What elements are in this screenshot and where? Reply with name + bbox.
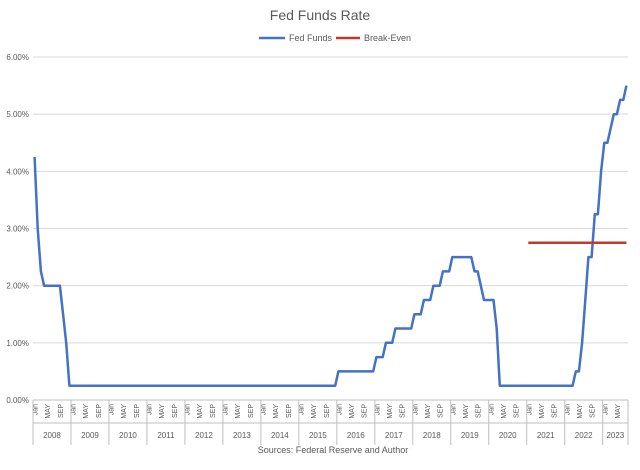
- x-month-tick-label: MAY: [235, 404, 242, 419]
- x-year-label: 2009: [81, 431, 99, 440]
- y-tick-label: 0.00%: [6, 396, 29, 405]
- x-year-label: 2015: [309, 431, 327, 440]
- x-month-tick-label: Jan: [33, 404, 40, 415]
- x-year-label: 2020: [499, 431, 517, 440]
- x-month-tick-label: MAY: [159, 404, 166, 419]
- x-month-tick-label: MAY: [387, 404, 394, 419]
- x-month-tick-label: Jan: [336, 404, 343, 415]
- x-year-label: 2014: [271, 431, 289, 440]
- x-month-tick-label: Jan: [147, 404, 154, 415]
- x-month-tick-label: Jan: [71, 404, 78, 415]
- x-month-tick-label: SEP: [248, 404, 255, 418]
- x-year-label: 2010: [119, 431, 137, 440]
- x-month-tick-label: Jan: [564, 404, 571, 415]
- x-month-tick-label: Jan: [374, 404, 381, 415]
- x-month-tick-label: SEP: [96, 404, 103, 418]
- x-year-label: 2008: [43, 431, 61, 440]
- x-month-tick-label: Jan: [261, 404, 268, 415]
- legend-label-break-even: Break-Even: [364, 33, 411, 43]
- x-month-tick-label: Jan: [488, 404, 495, 415]
- x-month-tick-label: SEP: [286, 404, 293, 418]
- x-year-label: 2012: [195, 431, 213, 440]
- y-tick-label: 2.00%: [6, 282, 29, 291]
- x-year-label: 2023: [606, 431, 624, 440]
- series-layer: [33, 85, 628, 387]
- x-month-tick-label: MAY: [501, 404, 508, 419]
- y-tick-label: 3.00%: [6, 225, 29, 234]
- x-year-label: 2018: [423, 431, 441, 440]
- x-month-tick-label: SEP: [172, 404, 179, 418]
- series-line-fed-funds: [33, 85, 628, 387]
- x-month-tick-label: SEP: [552, 404, 559, 418]
- x-month-tick-label: SEP: [476, 404, 483, 418]
- x-month-tick-label: Jan: [109, 404, 116, 415]
- x-month-tick-label: MAY: [577, 404, 584, 419]
- x-year-label: 2019: [461, 431, 479, 440]
- x-month-tick-label: MAY: [45, 404, 52, 419]
- x-month-tick-label: SEP: [134, 404, 141, 418]
- x-year-label: 2017: [385, 431, 403, 440]
- x-year-label: 2016: [347, 431, 365, 440]
- x-month-tick-label: SEP: [58, 404, 65, 418]
- x-month-tick-label: Jan: [602, 404, 609, 415]
- grid: [33, 56, 628, 401]
- y-tick-label: 1.00%: [6, 339, 29, 348]
- x-month-tick-label: SEP: [210, 404, 217, 418]
- x-month-tick-label: Jan: [223, 404, 230, 415]
- x-month-tick-label: SEP: [514, 404, 521, 418]
- x-month-tick-label: SEP: [400, 404, 407, 418]
- x-month-tick-label: MAY: [121, 404, 128, 419]
- x-month-tick-label: MAY: [273, 404, 280, 419]
- x-month-tick-label: MAY: [539, 404, 546, 419]
- x-month-tick-label: MAY: [425, 404, 432, 419]
- x-month-tick-label: Jan: [298, 404, 305, 415]
- x-month-tick-label: SEP: [362, 404, 369, 418]
- chart-title: Fed Funds Rate: [270, 7, 371, 23]
- x-year-label: 2022: [575, 431, 593, 440]
- x-month-tick-label: MAY: [197, 404, 204, 419]
- x-month-tick-label: SEP: [324, 404, 331, 418]
- source-note: Sources: Federal Reserve and Author: [258, 445, 409, 455]
- x-month-tick-label: MAY: [463, 404, 470, 419]
- x-year-label: 2013: [233, 431, 251, 440]
- x-month-tick-label: MAY: [83, 404, 90, 419]
- x-month-tick-label: Jan: [526, 404, 533, 415]
- y-tick-label: 4.00%: [6, 167, 29, 176]
- x-year-label: 2011: [157, 431, 175, 440]
- y-axis: 0.00% 1.00% 2.00% 3.00% 4.00% 5.00% 6.00%: [6, 53, 29, 405]
- x-month-tick-label: Jan: [185, 404, 192, 415]
- legend-label-fed-funds: Fed Funds: [289, 33, 333, 43]
- y-tick-label: 5.00%: [6, 110, 29, 119]
- x-month-tick-label: SEP: [590, 404, 597, 418]
- x-month-tick-label: SEP: [438, 404, 445, 418]
- x-month-tick-label: Jan: [412, 404, 419, 415]
- x-month-tick-label: MAY: [349, 404, 356, 419]
- x-axis: Jan MAY SEP 2008 Jan MAY SEP 2009 Jan MAY SEP 2010 J…: [32, 400, 629, 445]
- legend: Fed Funds Break-Even: [259, 33, 411, 43]
- x-month-tick-label: Jan: [450, 404, 457, 415]
- x-year-label: 2021: [537, 431, 555, 440]
- x-month-tick-label: MAY: [615, 404, 622, 419]
- x-month-tick-label: MAY: [311, 404, 318, 419]
- y-tick-label: 6.00%: [6, 53, 29, 62]
